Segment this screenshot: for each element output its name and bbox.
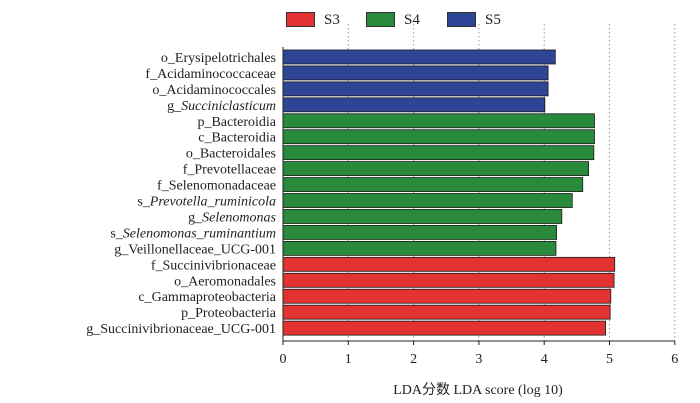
bar-s5-2 [282,81,549,97]
bar-s4-9 [282,193,573,208]
x-tick-label: 0 [280,352,287,367]
legend-label-s4: S4 [404,12,420,28]
bar-s3-14 [282,272,615,288]
x-axis: 0 1 2 3 4 5 6 [280,47,678,367]
legend-label-s3: S3 [324,12,340,28]
legend-swatch-s3 [286,12,315,27]
category-label: o_Erysipelotrichales [161,51,276,66]
category-label: p_Bacteroidia [197,115,276,130]
category-label: g_Succiniclasticum [167,99,276,114]
bar-s4-10 [282,209,563,224]
bar-s4-7 [282,161,590,177]
bar-s4-8 [282,177,584,192]
category-label: s_Prevotella_ruminicola [137,195,276,210]
category-label: c_Gammaproteobacteria [138,290,276,305]
bar-s3-16 [282,304,611,320]
category-label: o_Aeromonadales [174,274,276,289]
bar-s3-17 [282,320,606,336]
category-label: f_Prevotellaceae [183,163,276,178]
category-label: f_Succinivibrionaceae [151,258,276,273]
category-label: o_Acidaminococcales [152,83,276,98]
bar-s4-6 [282,145,595,161]
category-label: c_Bacteroidia [198,131,277,146]
x-axis-label: LDA分数 LDA score (log 10) [393,382,563,398]
bars [282,49,616,336]
bar-s5-1 [282,65,549,81]
category-label: p_Proteobacteria [181,306,277,321]
bar-s3-15 [282,288,612,304]
category-label: g_Veillonellaceae_UCG-001 [114,242,276,257]
category-label: f_Selenomonadaceae [157,179,276,194]
category-label: o_Bacteroidales [186,147,276,162]
legend-swatch-s4 [366,12,395,27]
bar-s5-3 [282,97,546,113]
x-tick-label: 6 [671,352,678,367]
x-tick-label: 2 [410,352,417,367]
bar-s5-0 [282,49,556,65]
bar-s4-4 [282,113,595,129]
x-tick-label: 5 [606,352,613,367]
legend-swatch-s5 [447,12,476,27]
category-labels: o_Erysipelotrichalesf_Acidaminococcaceae… [86,51,277,337]
bar-s4-12 [282,240,557,256]
x-tick-label: 1 [345,352,352,367]
x-tick-label: 3 [475,352,482,367]
category-label: s_Selenomonas_ruminantium [110,226,276,241]
x-tick-label: 4 [541,352,548,367]
category-label: g_Selenomonas [188,210,276,225]
category-label: f_Acidaminococcaceae [145,67,276,82]
category-label: g_Succinivibrionaceae_UCG-001 [86,322,276,337]
bar-s3-13 [282,256,616,272]
bar-s4-11 [282,225,558,240]
bar-s4-5 [282,129,595,145]
legend-label-s5: S5 [485,12,501,28]
